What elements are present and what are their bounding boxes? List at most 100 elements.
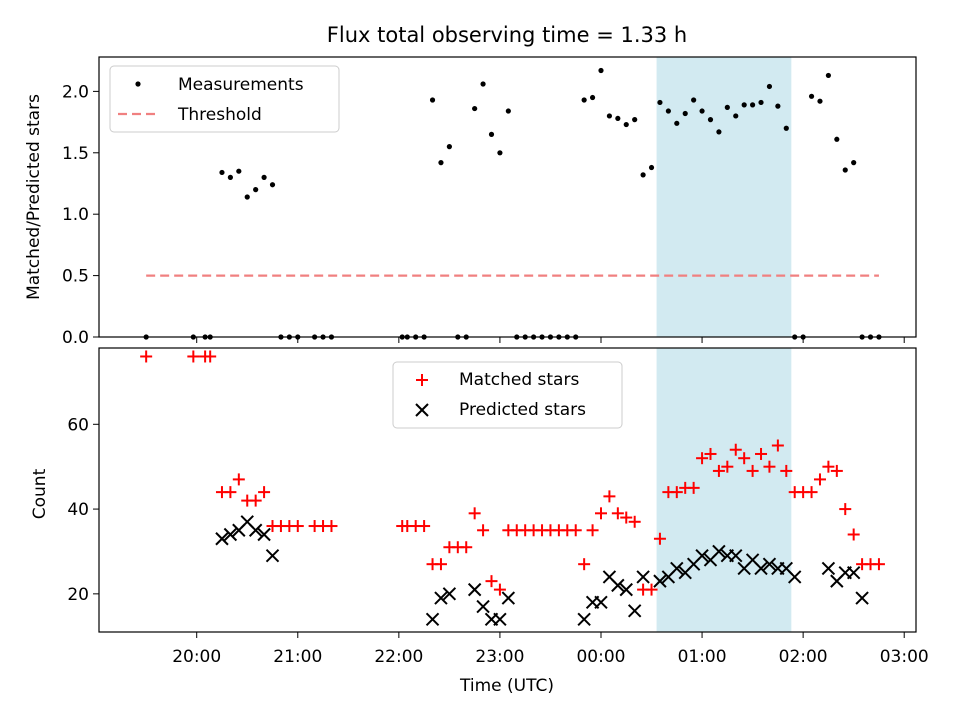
matched-star-point (603, 490, 616, 503)
x-tick-label: 22:00 (374, 647, 423, 667)
measurement-point (707, 117, 714, 123)
predicted-star-point (248, 523, 263, 537)
measurement-point (750, 102, 756, 108)
measurement-point (724, 104, 730, 110)
measurement-point (598, 67, 604, 74)
y-axis-label: Count (30, 468, 50, 519)
axes-frame (98, 347, 917, 633)
measurement-point (699, 108, 705, 114)
measurement-point (842, 167, 848, 173)
measurement-point (581, 97, 587, 103)
y-ticks: 20 40 60 (67, 415, 99, 605)
axes-frame (98, 56, 917, 338)
measurement-point (783, 125, 789, 131)
measurement-point (817, 98, 823, 104)
matched-star-point (805, 486, 818, 499)
predicted-star-point (788, 570, 802, 584)
matched-star-point (670, 486, 683, 499)
y-tick-label: 2.0 (62, 82, 89, 102)
measurement-point (472, 105, 478, 112)
predicted-star-point (476, 599, 490, 614)
measurement-point (632, 117, 638, 123)
predicted-star-point (611, 578, 625, 593)
matched-star-point (620, 511, 633, 524)
predicted-star-point (493, 612, 507, 626)
matched-star-point (696, 452, 709, 465)
measurement-point (244, 194, 250, 200)
x-tick-label: 03:00 (880, 647, 929, 667)
predicted-star-point (619, 582, 633, 597)
y-tick-label: 60 (67, 415, 89, 435)
matched-star-point (224, 486, 237, 499)
matched-star-point (763, 460, 776, 473)
measurement-point (236, 168, 242, 174)
measurement-point (808, 93, 815, 99)
matched-star-point (258, 486, 271, 499)
predicted-star-point (729, 548, 743, 563)
x-tick-label: 20:00 (172, 647, 221, 667)
measurement-point (606, 113, 613, 119)
measurement-point (741, 102, 747, 108)
matched-star-point (721, 460, 734, 473)
matched-star-point (569, 524, 582, 537)
matched-star-point (611, 507, 624, 520)
matched-star-point (687, 481, 700, 494)
matched-star-point (645, 583, 658, 596)
matched-star-points (140, 350, 885, 596)
measurement-points (143, 67, 882, 340)
legend: Matched stars Predicted stars (392, 361, 623, 429)
predicted-star-point (846, 565, 861, 580)
measurement-point (446, 144, 452, 150)
measurement-point (640, 172, 646, 178)
predicted-star-point (467, 582, 482, 597)
matched-star-point (325, 520, 338, 533)
y-axis-label: Matched/Predicted stars (24, 94, 44, 300)
measurement-point (825, 72, 832, 79)
predicted-star-point (653, 574, 667, 588)
top-panel: 0.00.51.01.52.0 Matched/Predicted stars … (24, 56, 917, 348)
predicted-star-point (501, 591, 516, 605)
measurement-point (227, 174, 233, 180)
predicted-star-point (265, 548, 280, 563)
measurement-point (497, 150, 503, 156)
matched-star-point (485, 575, 498, 588)
predicted-star-point (434, 591, 448, 605)
y-tick-label: 1.5 (62, 144, 89, 164)
measurement-point (615, 115, 621, 122)
matched-star-point (578, 558, 591, 571)
x-ticks (196, 337, 905, 343)
predicted-star-point (223, 527, 238, 542)
matched-star-point (628, 515, 641, 528)
y-ticks: 0.0 0.5 1.0 1.5 2.0 (62, 82, 99, 348)
legend-label-threshold: Threshold (177, 105, 262, 125)
chart-title: Flux total observing time = 1.33 h (327, 23, 687, 47)
predicted-star-point (627, 604, 642, 618)
matched-star-point (780, 464, 793, 477)
measurement-point (488, 131, 495, 137)
predicted-star-point (754, 561, 768, 576)
matched-star-point (813, 473, 826, 486)
measurement-point (648, 164, 655, 171)
matched-star-point (187, 350, 200, 363)
measurement-point (253, 187, 259, 193)
predicted-star-point (670, 561, 684, 576)
x-axis-label: Time (UTC) (459, 676, 554, 696)
matched-star-point (434, 558, 447, 571)
measurement-point (758, 99, 764, 106)
matched-star-point (140, 350, 153, 363)
y-tick-label: 0.0 (62, 328, 89, 348)
matched-star-point (729, 443, 742, 456)
legend-label-predicted: Predicted stars (459, 400, 586, 420)
x-tick-label: 21:00 (273, 647, 322, 667)
matched-star-point (493, 583, 506, 596)
measurement-point (269, 182, 276, 188)
matched-star-point (586, 524, 599, 537)
matched-star-point (847, 528, 860, 541)
legend: Measurements Threshold (109, 65, 340, 133)
x-tick-label: 23:00 (475, 647, 524, 667)
matched-star-point (418, 520, 431, 533)
matched-star-point (712, 464, 725, 477)
x-tick-label: 01:00 (678, 647, 727, 667)
y-tick-label: 20 (67, 585, 89, 605)
x-tick-label: 00:00 (576, 647, 625, 667)
